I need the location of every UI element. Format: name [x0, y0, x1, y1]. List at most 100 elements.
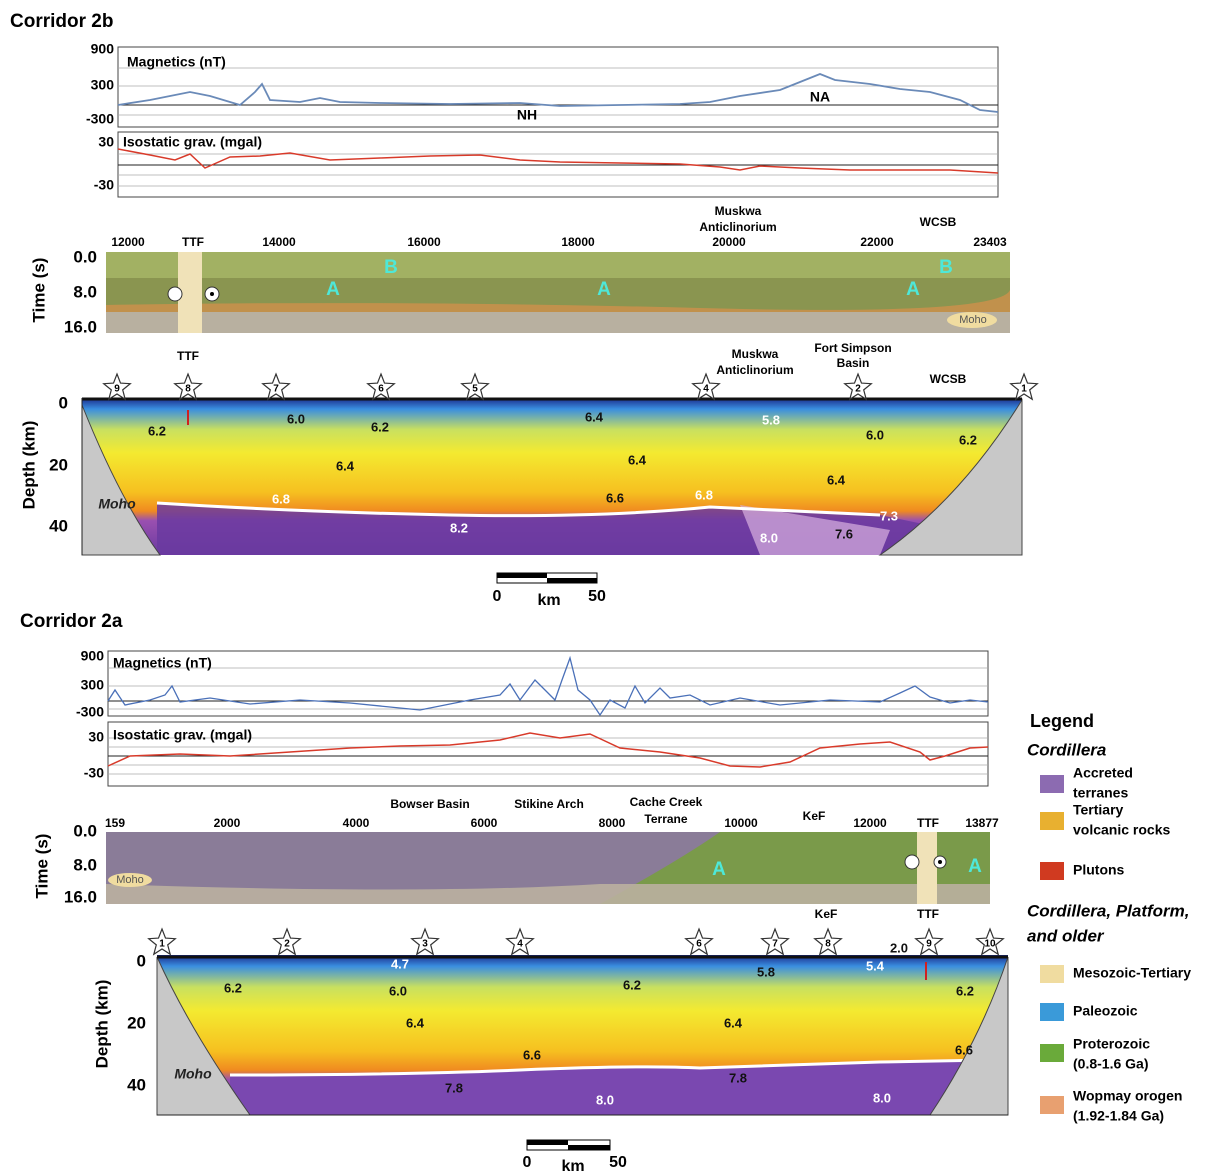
velocity-label: 6.8	[695, 487, 713, 502]
annotation: WCSB	[920, 215, 957, 229]
legend-group: and older	[1027, 926, 1105, 945]
domain-label: A	[597, 279, 611, 300]
annotation: NA	[810, 89, 830, 105]
velocity-label: 8.2	[450, 520, 468, 535]
domain-label: B	[384, 257, 398, 278]
x-tick-label: 2000	[214, 816, 241, 830]
legend-item: (0.8-1.6 Ga)	[1073, 1056, 1148, 1072]
axis-label: Time (s)	[32, 834, 51, 899]
annotation: TTF	[177, 349, 199, 363]
legend-item: Tertiary	[1073, 802, 1124, 818]
annotation: WCSB	[930, 372, 967, 386]
legend-item: Wopmay orogen	[1073, 1088, 1182, 1104]
y-tick-label: 300	[91, 77, 115, 93]
station-label: 3	[422, 939, 428, 950]
x-tick-label: 13877	[965, 816, 999, 830]
x-tick-label: 10000	[724, 816, 758, 830]
y-tick-label: 900	[91, 41, 115, 57]
scale-label: km	[537, 592, 560, 609]
scale-bar	[547, 578, 597, 583]
panel-label: Isostatic grav. (mgal)	[123, 134, 262, 150]
station-label: 4	[703, 384, 709, 395]
symbol	[905, 855, 919, 869]
scale-label: 50	[609, 1154, 627, 1171]
x-tick-label: 12000	[853, 816, 887, 830]
legend-item: volcanic rocks	[1073, 822, 1170, 838]
velocity-label: 7.3	[880, 508, 898, 523]
station-label: 10	[984, 939, 996, 950]
magnetics-box	[108, 651, 988, 716]
legend-group: Cordillera, Platform,	[1027, 901, 1189, 920]
y-tick-label: 300	[81, 677, 105, 693]
velocity-label: 8.0	[596, 1092, 614, 1107]
x-tick-label: 12000	[111, 235, 145, 249]
velocity-label: 7.8	[445, 1080, 463, 1095]
annotation: Basin	[837, 356, 870, 370]
moho-label: Moho	[116, 874, 144, 886]
panel-label: Magnetics (nT)	[127, 54, 226, 70]
x-tick-label: 6000	[471, 816, 498, 830]
velocity-label: 6.4	[628, 452, 647, 467]
x-tick-label: 4000	[343, 816, 370, 830]
station-label: 1	[159, 939, 165, 950]
legend-item: (1.92-1.84 Ga)	[1073, 1108, 1164, 1124]
station-label: 7	[273, 384, 279, 395]
scale-label: 0	[493, 588, 502, 605]
corridor-title: Corridor 2b	[10, 11, 113, 32]
legend-group: Cordillera	[1027, 740, 1106, 759]
swatch	[1040, 965, 1064, 983]
annotation: KeF	[803, 809, 826, 823]
station-label: 1	[1021, 384, 1027, 395]
velocity-label: 6.4	[336, 458, 355, 473]
y-tick-label: -30	[94, 177, 114, 193]
axis-label: Depth (km)	[19, 421, 38, 510]
x-tick-label: 18000	[561, 235, 595, 249]
station-label: 2	[855, 384, 861, 395]
lower-band	[106, 312, 1010, 333]
swatch	[1040, 812, 1064, 830]
swatch	[1040, 1044, 1064, 1062]
axis-label: Depth (km)	[92, 980, 111, 1069]
velocity-label: 7.6	[835, 526, 853, 541]
time-upper	[106, 252, 1010, 278]
panel-label: Magnetics (nT)	[113, 655, 212, 671]
legend-item: Plutons	[1073, 862, 1125, 878]
annotation: TTF	[917, 907, 939, 921]
y-tick-label: 8.0	[73, 855, 97, 874]
panel-label: Isostatic grav. (mgal)	[113, 727, 252, 743]
annotation: KeF	[815, 907, 838, 921]
swatch	[1040, 1003, 1064, 1021]
annotation: Fort Simpson	[814, 341, 891, 355]
x-tick-label: 16000	[407, 235, 441, 249]
velocity-label: 6.2	[371, 419, 389, 434]
domain-label: A	[906, 279, 920, 300]
station-label: 6	[378, 384, 384, 395]
annotation: Muskwa	[732, 347, 779, 361]
y-tick-label: 30	[98, 134, 114, 150]
moho-label: Moho	[959, 314, 987, 326]
ttf-zone	[917, 832, 937, 904]
legend-item: Mesozoic-Tertiary	[1073, 965, 1191, 981]
velocity-label: 4.7	[391, 956, 409, 971]
y-tick-label: 40	[127, 1075, 146, 1094]
panel-2b	[82, 47, 1022, 583]
scale-bar	[527, 1140, 568, 1145]
velocity-label: 6.2	[956, 983, 974, 998]
scale-label: 50	[588, 588, 606, 605]
y-tick-label: 30	[88, 729, 104, 745]
moho-label: Moho	[98, 496, 136, 512]
station-label: 6	[696, 939, 702, 950]
y-tick-label: 8.0	[73, 282, 97, 301]
x-tick-label: 20000	[712, 235, 746, 249]
annotation: NH	[517, 107, 537, 123]
domain-label: A	[968, 856, 982, 877]
annotation: Muskwa	[715, 204, 762, 218]
y-tick-label: 900	[81, 648, 105, 664]
legend-item: Proterozoic	[1073, 1036, 1150, 1052]
velocity-label: 6.4	[724, 1015, 743, 1030]
scale-label: 0	[523, 1154, 532, 1171]
annotation: Terrane	[644, 812, 687, 826]
annotation: TTF	[917, 816, 939, 830]
swatch	[1040, 1096, 1064, 1114]
x-tick-label: 159	[105, 816, 125, 830]
